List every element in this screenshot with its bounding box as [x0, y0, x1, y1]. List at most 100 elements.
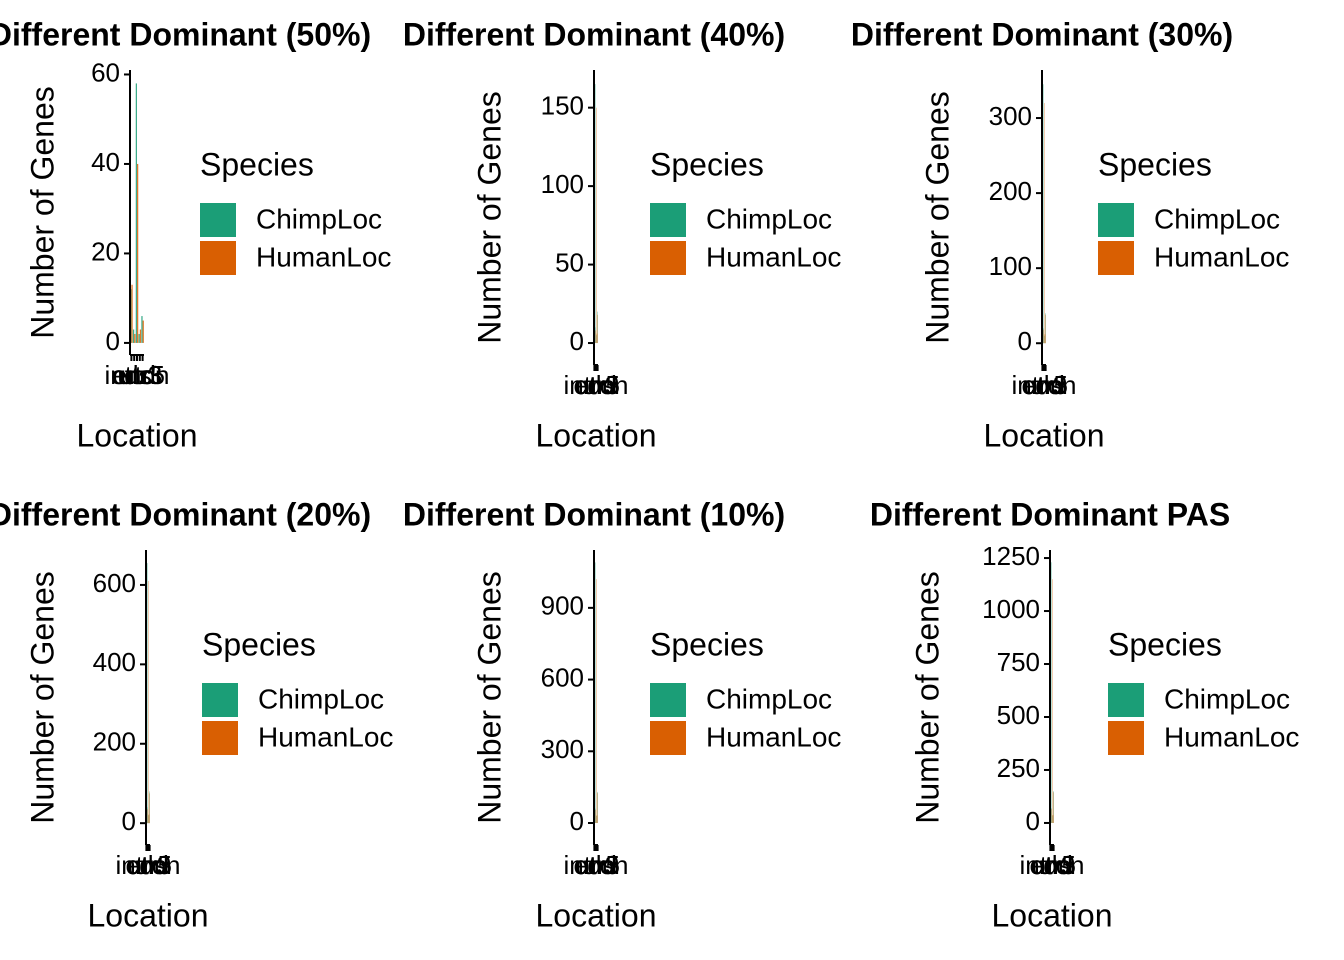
- x-axis-title: Location: [88, 897, 209, 933]
- legend-title: Species: [202, 626, 316, 662]
- y-tick-label: 900: [541, 591, 584, 621]
- y-tick-label: 150: [541, 91, 584, 121]
- bar: [141, 316, 143, 343]
- legend-label: ChimpLoc: [1154, 203, 1280, 234]
- panel: Different Dominant (20%) Number of Genes L…: [0, 496, 393, 933]
- panel: Different Dominant (50%) Number of Genes L…: [0, 16, 391, 453]
- x-tick-label: utr3: [1022, 370, 1067, 400]
- bar: [132, 329, 135, 343]
- y-tick-label: 40: [91, 147, 120, 177]
- x-tick-label: cds: [1022, 370, 1062, 400]
- bar: [139, 329, 142, 343]
- x-tick-label: intron: [115, 850, 180, 880]
- y-tick-label: 0: [1026, 806, 1040, 836]
- y-axis-title: Number of Genes: [909, 571, 945, 824]
- legend-key: [200, 203, 236, 237]
- x-tick-label: end: [574, 850, 617, 880]
- x-tick-label: utr3: [574, 370, 619, 400]
- legend-label: HumanLoc: [706, 721, 841, 752]
- y-axis-title: Number of Genes: [471, 91, 507, 344]
- x-tick-label: end: [1030, 850, 1073, 880]
- x-axis-title: Location: [536, 897, 657, 933]
- y-tick-label: 400: [93, 647, 136, 677]
- chart-title: Different Dominant PAS: [870, 496, 1230, 532]
- x-tick-label: utr3: [126, 850, 171, 880]
- y-tick-label: 100: [541, 169, 584, 199]
- x-tick-label: intron: [1019, 850, 1084, 880]
- y-tick-label: 300: [541, 734, 584, 764]
- y-tick-label: 1250: [982, 541, 1040, 571]
- x-tick-label: intron: [563, 850, 628, 880]
- x-tick-label: utr5: [575, 370, 620, 400]
- chart-title: Different Dominant (10%): [403, 496, 785, 532]
- legend-key: [200, 241, 236, 275]
- y-axis-title: Number of Genes: [24, 571, 60, 824]
- legend-key: [1108, 721, 1144, 755]
- y-tick-label: 300: [989, 101, 1032, 131]
- legend-label: HumanLoc: [258, 721, 393, 752]
- legend-label: ChimpLoc: [706, 683, 832, 714]
- y-tick-label: 200: [93, 727, 136, 757]
- legend-key: [650, 203, 686, 237]
- bar: [131, 284, 133, 343]
- y-tick-label: 60: [91, 57, 120, 87]
- y-tick-label: 600: [541, 662, 584, 692]
- x-tick-label: intron: [563, 370, 628, 400]
- legend-label: ChimpLoc: [258, 683, 384, 714]
- legend-title: Species: [200, 146, 314, 182]
- y-tick-label: 20: [91, 236, 120, 266]
- panel: Different Dominant (40%) Number of Genes L…: [403, 16, 842, 453]
- chart-title: Different Dominant (20%): [0, 496, 371, 532]
- x-tick-label: intron: [104, 360, 169, 390]
- x-tick-label: utr5: [127, 850, 172, 880]
- y-tick-label: 500: [997, 700, 1040, 730]
- x-axis-title: Location: [536, 417, 657, 453]
- y-tick-label: 600: [93, 568, 136, 598]
- legend-title: Species: [1098, 146, 1212, 182]
- x-tick-label: utr5: [120, 360, 165, 390]
- legend-label: ChimpLoc: [256, 203, 382, 234]
- legend-label: ChimpLoc: [1164, 683, 1290, 714]
- chart-title: Different Dominant (30%): [851, 16, 1233, 52]
- panel: Different Dominant PAS Number of Genes Loc…: [870, 496, 1300, 933]
- bar: [135, 83, 137, 343]
- x-tick-label: cds: [1030, 850, 1070, 880]
- bar: [134, 333, 136, 343]
- y-tick-label: 100: [989, 251, 1032, 281]
- y-tick-label: 0: [122, 806, 136, 836]
- legend-key: [650, 683, 686, 717]
- x-tick-label: end: [574, 370, 617, 400]
- y-tick-label: 50: [555, 247, 584, 277]
- legend-label: HumanLoc: [256, 241, 391, 272]
- x-tick-label: utr5: [1031, 850, 1076, 880]
- panel: Different Dominant (10%) Number of Genes L…: [403, 496, 842, 933]
- legend-label: HumanLoc: [706, 241, 841, 272]
- x-axis-title: Location: [984, 417, 1105, 453]
- x-tick-label: utr3: [117, 360, 162, 390]
- x-axis-title: Location: [77, 417, 198, 453]
- bar: [142, 320, 144, 343]
- legend-title: Species: [650, 626, 764, 662]
- y-axis-title: Number of Genes: [919, 91, 955, 344]
- legend-label: HumanLoc: [1164, 721, 1299, 752]
- legend-key: [202, 721, 238, 755]
- x-tick-label: cds: [126, 850, 166, 880]
- bar: [138, 333, 140, 343]
- x-tick-label: end: [113, 360, 156, 390]
- legend-key: [1098, 241, 1134, 275]
- y-tick-label: 0: [1018, 326, 1032, 356]
- legend-key: [1098, 203, 1134, 237]
- legend-title: Species: [650, 146, 764, 182]
- legend-key: [1108, 683, 1144, 717]
- legend-key: [650, 241, 686, 275]
- y-axis-title: Number of Genes: [24, 86, 60, 339]
- x-tick-label: utr5: [1023, 370, 1068, 400]
- legend-key: [202, 683, 238, 717]
- x-tick-label: cds: [574, 850, 614, 880]
- x-tick-label: cds: [111, 360, 151, 390]
- x-tick-label: end: [1022, 370, 1065, 400]
- y-tick-label: 0: [570, 326, 584, 356]
- legend-label: ChimpLoc: [706, 203, 832, 234]
- x-tick-label: utr3: [574, 850, 619, 880]
